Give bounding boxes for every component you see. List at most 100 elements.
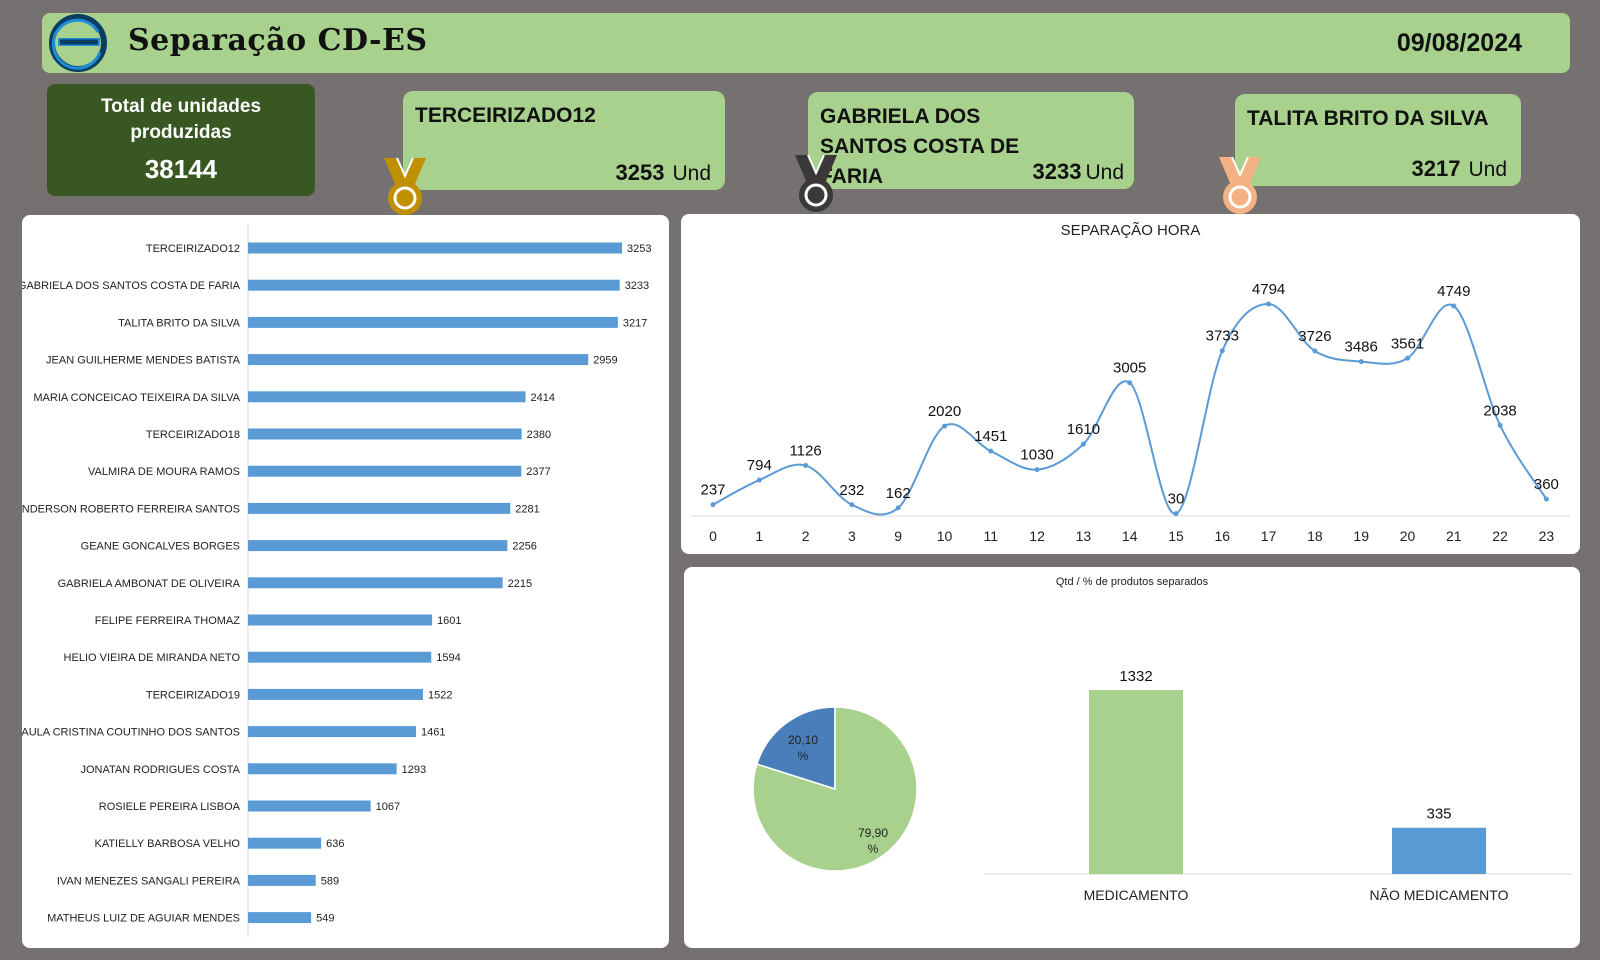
top3-card: TALITA BRITO DA SILVA 3217 Und — [1235, 94, 1521, 186]
line-value-label: 3726 — [1298, 328, 1331, 345]
line-point — [849, 502, 855, 508]
line-point — [895, 505, 901, 511]
top2-card: GABRIELA DOS SANTOS COSTA DE FARIA 3233 U… — [808, 92, 1134, 189]
ranking-panel: TERCEIRIZADO12 3253 GABRIELA DOS SANTOS CO… — [14, 215, 669, 948]
category-bar-value: 335 — [1426, 806, 1451, 823]
pie-slice — [752, 706, 918, 872]
line-hour-tick: 15 — [1168, 528, 1184, 544]
line-hour-tick: 22 — [1492, 528, 1508, 544]
gold-medal-icon — [384, 157, 426, 215]
bar-category-label: GABRIELA AMBONAT DE OLIVEIRA — [58, 578, 241, 590]
line-point — [1497, 422, 1503, 428]
bar-category-label: TERCEIRIZADO19 — [146, 689, 240, 701]
bar-category-label: HELIO VIEIRA DE MIRANDA NETO — [64, 652, 241, 664]
bar-mark — [248, 540, 508, 552]
bar-category-label: PAULA CRISTINA COUTINHO DOS SANTOS — [22, 727, 240, 739]
bar-mark — [248, 316, 618, 328]
bar-value-label: 549 — [316, 913, 334, 925]
line-point — [1543, 496, 1549, 502]
line-hour-tick: 13 — [1076, 528, 1092, 544]
line-hour-tick: 2 — [802, 528, 810, 544]
bar-value-label: 2414 — [531, 392, 555, 404]
bar-category-label: MATHEUS LUIZ DE AGUIAR MENDES — [47, 913, 240, 925]
line-value-label: 4794 — [1252, 281, 1285, 298]
bar-value-label: 1601 — [437, 615, 461, 627]
top2-value: 3233 — [1032, 159, 1082, 184]
line-hour-tick: 12 — [1029, 528, 1045, 544]
bar-value-label: 2281 — [515, 503, 539, 515]
line-hour-tick: 9 — [894, 528, 902, 544]
line-value-label: 794 — [747, 457, 772, 474]
line-value-label: 3561 — [1391, 335, 1424, 352]
top1-unit: Und — [672, 162, 711, 185]
bar-value-label: 2256 — [512, 541, 536, 553]
line-value-label: 1610 — [1067, 421, 1100, 438]
bar-value-label: 3253 — [627, 243, 651, 255]
bar-value-label: 2380 — [527, 429, 551, 441]
line-value-label: 1030 — [1020, 447, 1053, 464]
category-bar — [1392, 827, 1486, 874]
pie-slice-label: 20,10% — [788, 733, 818, 763]
line-hour-tick: 21 — [1446, 528, 1462, 544]
category-bar-value: 1332 — [1119, 668, 1152, 685]
bar-mark — [248, 688, 423, 700]
line-value-label: 4749 — [1437, 283, 1470, 300]
top1-name: TERCEIRIZADO12 — [415, 104, 596, 127]
line-value-label: 1126 — [789, 442, 821, 459]
line-hour-tick: 20 — [1400, 528, 1416, 544]
bar-mark — [248, 614, 433, 626]
line-hour-tick: 18 — [1307, 528, 1323, 544]
top2-name: GABRIELA DOS SANTOS COSTA DE FARIA — [820, 105, 1020, 188]
line-point — [1405, 355, 1410, 361]
bar-value-label: 3217 — [623, 317, 647, 329]
bar-category-label: TALITA BRITO DA SILVA — [118, 317, 241, 329]
bar-category-label: JEAN GUILHERME MENDES BATISTA — [46, 355, 241, 367]
bar-value-label: 1067 — [376, 801, 400, 813]
line-hour-tick: 23 — [1539, 528, 1555, 544]
page-title: Separação CD-ES — [128, 23, 428, 58]
line-hour-tick: 1 — [755, 528, 763, 544]
line-value-label: 360 — [1534, 476, 1559, 493]
line-hour-tick: 0 — [709, 528, 717, 544]
bar-mark — [248, 577, 503, 589]
line-hour-tick: 16 — [1215, 528, 1231, 544]
bar-mark — [248, 242, 622, 254]
total-units-card: Total de unidades produzidas 38144 — [47, 84, 315, 196]
silver-medal-icon — [795, 154, 837, 212]
top3-value-wrap: 3217 Und — [1412, 156, 1507, 182]
hourly-line-chart: 2370794111262232316292020101451111030121… — [691, 281, 1570, 544]
bar-category-label: TERCEIRIZADO12 — [146, 243, 240, 255]
bar-mark — [248, 465, 522, 477]
top3-value: 3217 — [1411, 156, 1461, 181]
line-hour-tick: 10 — [937, 528, 953, 544]
category-bar-label: NÃO MEDICAMENTO — [1370, 887, 1509, 903]
line-hour-tick: 19 — [1353, 528, 1369, 544]
pie-slice — [755, 706, 836, 791]
bar-value-label: 2377 — [526, 466, 550, 478]
products-charts: 20,10 % 79,90 % 1332 MEDICAMENTO 335 NÃO MEDICA… — [752, 668, 1572, 903]
line-value-label: 237 — [700, 482, 725, 499]
bar-category-label: ROSIELE PEREIRA LISBOA — [99, 801, 241, 813]
bar-mark — [248, 391, 526, 403]
line-hour-tick: 11 — [984, 528, 999, 544]
company-logo — [49, 14, 107, 72]
top2-unit: Und — [1085, 161, 1124, 184]
bar-mark — [248, 428, 522, 440]
top3-name: TALITA BRITO DA SILVA — [1247, 107, 1489, 130]
pie-slice-label: 79,90% — [858, 826, 888, 856]
bar-value-label: 3233 — [625, 280, 649, 292]
line-point — [756, 477, 762, 483]
line-point — [1080, 441, 1086, 447]
bar-mark — [248, 874, 316, 886]
bar-value-label: 1461 — [421, 727, 445, 739]
hourly-chart-title: SEPARAÇÃO HORA — [1060, 222, 1201, 239]
header-bar: Separação CD-ES 09/08/2024 — [42, 13, 1570, 73]
bar-mark — [248, 502, 511, 514]
line-point — [1173, 511, 1179, 517]
line-hour-tick: 14 — [1122, 528, 1138, 544]
bar-mark — [248, 279, 620, 291]
line-hour-tick: 17 — [1261, 528, 1277, 544]
line-point — [1266, 301, 1272, 307]
bar-value-label: 2959 — [593, 355, 617, 367]
bar-category-label: IVAN MENEZES SANGALI PEREIRA — [57, 875, 241, 887]
